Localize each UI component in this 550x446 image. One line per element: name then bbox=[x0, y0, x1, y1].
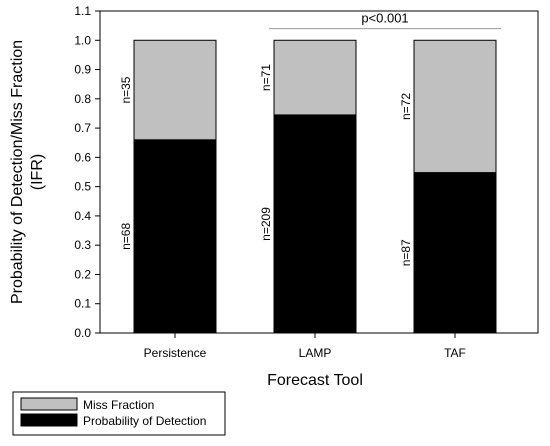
y-tick-label: 0.7 bbox=[74, 121, 91, 135]
bar-taf-miss-fraction bbox=[413, 39, 497, 174]
y-tick-label: 0.5 bbox=[74, 180, 91, 194]
count-label-lamp-probability-of-detection: n=209 bbox=[259, 207, 273, 241]
ticks-layer: 0.0 0.1 0.2 0.3 0.4 0.5 0.6 0.7 0.8 0.9 1.0 1.1 Pers… bbox=[74, 4, 466, 360]
y-tick-label: 0.0 bbox=[74, 326, 91, 340]
y-tick-label: 0.8 bbox=[74, 92, 91, 106]
count-label-persistence-miss-fraction: n=35 bbox=[119, 76, 133, 103]
legend-label-probability-of-detection: Probability of Detection bbox=[83, 414, 206, 428]
count-label-persistence-probability-of-detection: n=68 bbox=[119, 223, 133, 250]
legend: Miss Fraction Probability of Detection bbox=[12, 391, 226, 436]
y-tick-label: 0.6 bbox=[74, 150, 91, 164]
bar-lamp-probability-of-detection bbox=[273, 114, 357, 334]
count-label-lamp-miss-fraction: n=71 bbox=[259, 64, 273, 91]
y-axis-label-unit: (IFR) bbox=[29, 154, 46, 190]
x-tick-label-taf: TAF bbox=[444, 346, 466, 360]
labels-layer: n=68 n=35 n=209 n=71 n=87 n=72 bbox=[119, 64, 413, 267]
y-axis-label: Probability of Detection/Miss Fraction bbox=[9, 40, 26, 304]
y-tick-label: 1.0 bbox=[74, 33, 91, 47]
plot-frame bbox=[99, 10, 539, 334]
significance-annotation: p<0.001 bbox=[269, 11, 501, 30]
bar-persistence-probability-of-detection bbox=[133, 139, 217, 334]
x-axis-label: Forecast Tool bbox=[267, 372, 363, 389]
y-tick-label: 1.1 bbox=[74, 4, 91, 18]
axis-layer bbox=[99, 10, 539, 334]
y-tick-label: 0.1 bbox=[74, 297, 91, 311]
bar-persistence-miss-fraction bbox=[133, 39, 217, 141]
y-tick-label: 0.3 bbox=[74, 238, 91, 252]
bar-taf-probability-of-detection bbox=[413, 172, 497, 334]
bars-layer bbox=[133, 39, 497, 334]
bar-lamp-miss-fraction bbox=[273, 39, 357, 116]
legend-swatch-probability-of-detection bbox=[20, 413, 78, 427]
x-tick-label-lamp: LAMP bbox=[299, 346, 332, 360]
legend-label-miss-fraction: Miss Fraction bbox=[83, 398, 154, 412]
count-label-taf-miss-fraction: n=72 bbox=[399, 93, 413, 120]
significance-label: p<0.001 bbox=[361, 11, 408, 26]
y-tick-label: 0.2 bbox=[74, 267, 91, 281]
y-tick-label: 0.4 bbox=[74, 209, 91, 223]
y-tick-label: 0.9 bbox=[74, 63, 91, 77]
legend-swatch-miss-fraction bbox=[20, 397, 78, 411]
count-label-taf-probability-of-detection: n=87 bbox=[399, 239, 413, 266]
x-tick-label-persistence: Persistence bbox=[144, 346, 207, 360]
